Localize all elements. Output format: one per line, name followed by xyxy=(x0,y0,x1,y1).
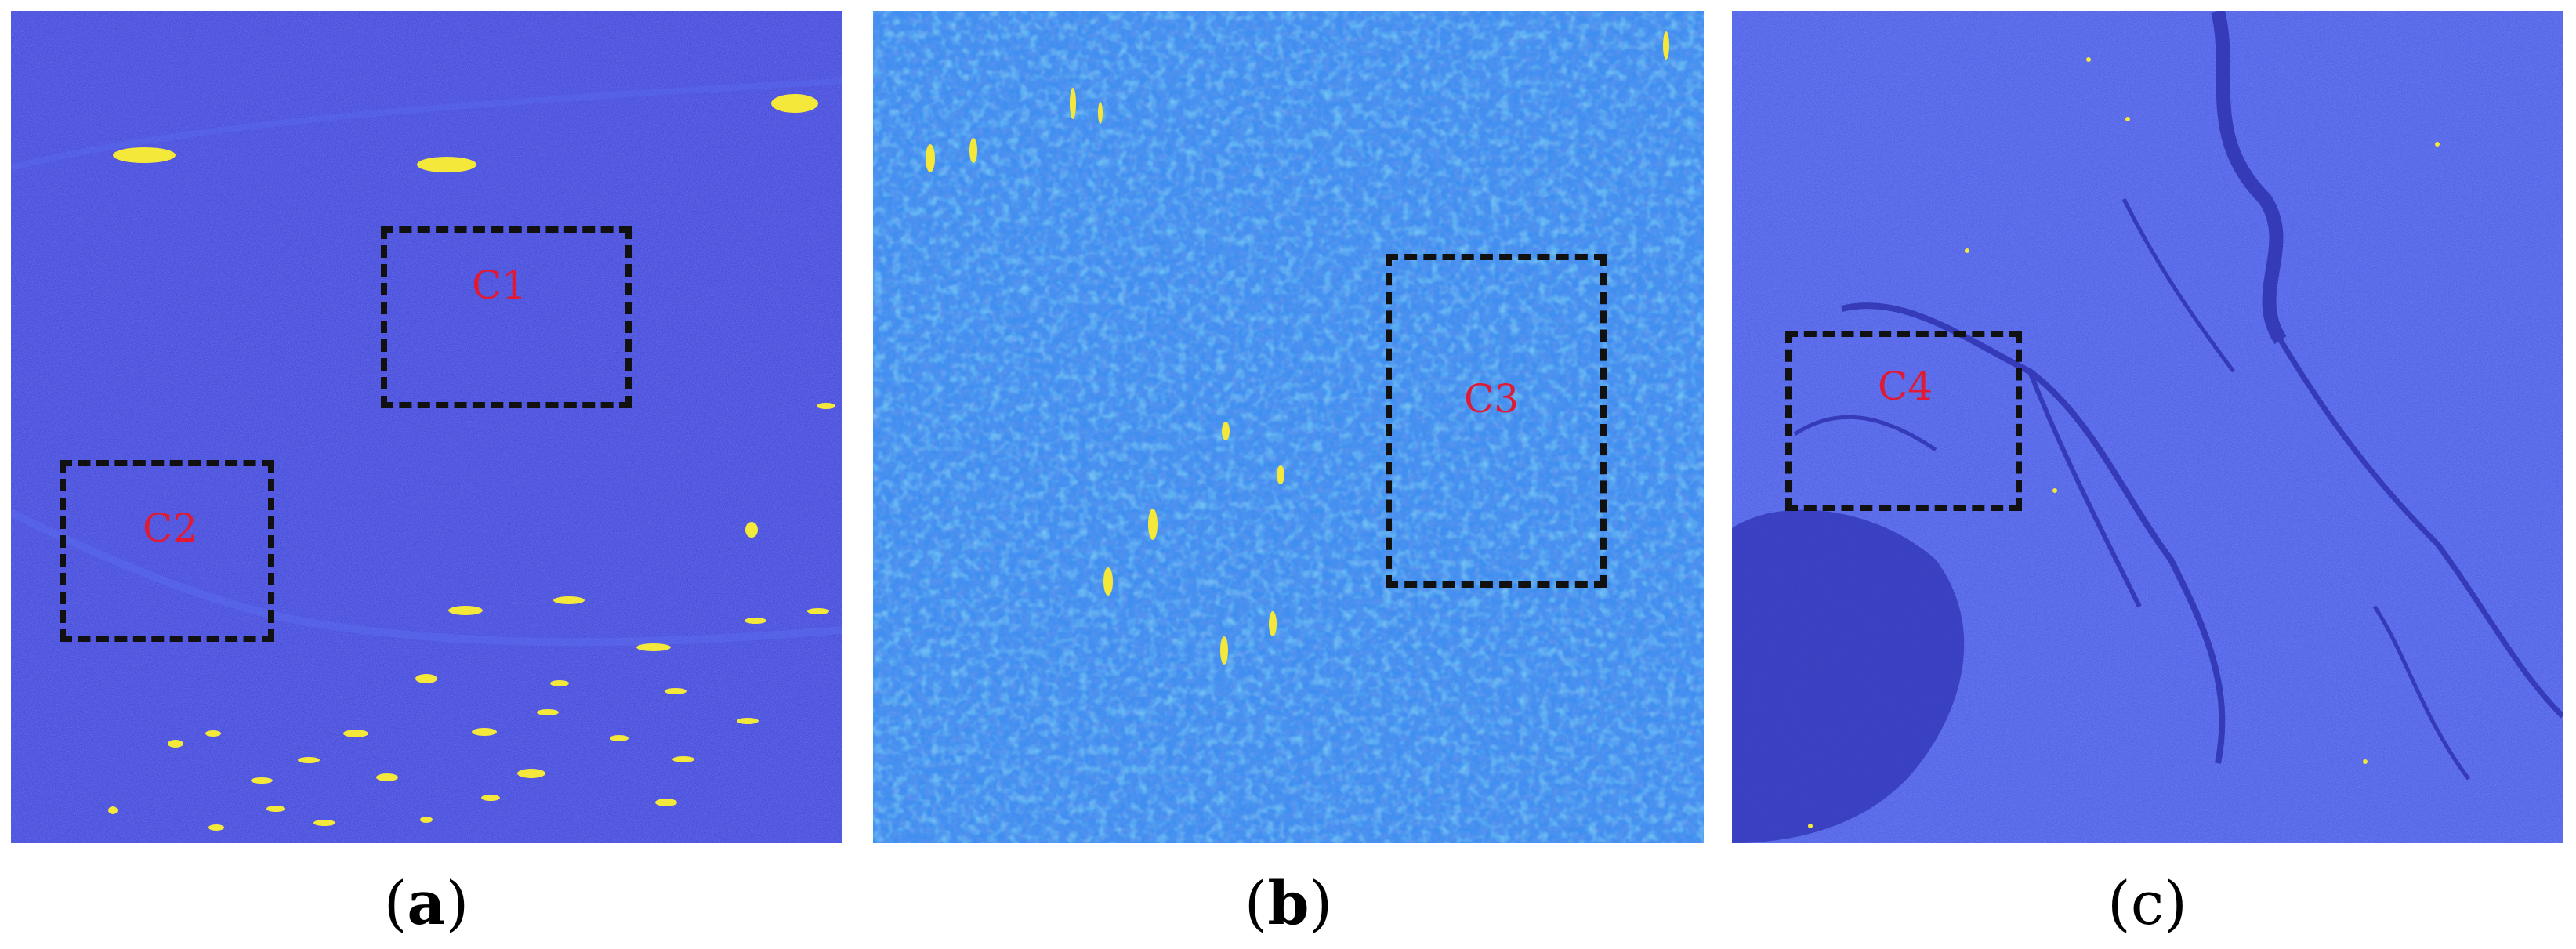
sar-image-c-render xyxy=(1732,11,2563,843)
ship-target xyxy=(266,806,285,812)
ship-target xyxy=(415,674,437,683)
ship-target xyxy=(420,817,433,823)
caption-a-open: ( xyxy=(383,868,408,938)
ship-targets-b xyxy=(926,31,1669,665)
dark-channels xyxy=(1793,11,2563,781)
caption-b-letter: b xyxy=(1267,868,1310,938)
ship-target xyxy=(553,596,585,604)
ship-target xyxy=(2363,759,2368,764)
ship-target xyxy=(472,728,497,736)
ship-target xyxy=(665,688,687,694)
ship-target xyxy=(417,157,476,172)
ship-target xyxy=(2086,57,2091,62)
roi-box-c2: C2 xyxy=(60,460,274,642)
ship-target xyxy=(1103,567,1113,596)
ship-targets-a xyxy=(108,94,835,831)
caption-c: (c) xyxy=(2069,868,2226,939)
ship-target xyxy=(771,94,818,113)
ship-target xyxy=(1808,824,1813,828)
ship-target xyxy=(672,756,694,762)
sar-image-b-render xyxy=(873,11,1704,843)
roi-label-c3: C3 xyxy=(1464,376,1520,422)
ship-target xyxy=(745,618,766,624)
ship-target xyxy=(1222,422,1230,440)
roi-label-c1: C1 xyxy=(472,263,527,308)
ship-target xyxy=(1148,509,1158,540)
ship-target xyxy=(251,777,273,784)
ship-target xyxy=(737,718,759,724)
ship-target xyxy=(745,522,758,538)
ship-target xyxy=(1663,31,1669,60)
ship-target xyxy=(817,403,835,409)
caption-b-close: ) xyxy=(1309,868,1333,938)
ship-target xyxy=(969,138,977,163)
ship-target xyxy=(108,806,118,814)
ship-targets-c xyxy=(1808,57,2440,828)
sar-image-panel-c: C4 xyxy=(1732,11,2563,843)
ship-target xyxy=(517,769,545,778)
ship-target xyxy=(537,709,559,715)
caption-b-open: ( xyxy=(1244,868,1268,938)
ship-target xyxy=(1269,611,1277,636)
ship-target xyxy=(113,147,176,163)
roi-box-c3: C3 xyxy=(1386,254,1607,588)
ship-target xyxy=(550,680,569,686)
ship-target xyxy=(298,757,320,763)
ship-target xyxy=(481,795,500,801)
ship-target xyxy=(1070,88,1076,119)
ship-target xyxy=(313,820,335,826)
roi-box-c1: C1 xyxy=(381,226,632,408)
ship-target xyxy=(205,730,221,737)
sar-image-panel-b: C3 xyxy=(873,11,1704,843)
caption-a: (a) xyxy=(348,868,505,939)
ship-target xyxy=(448,606,483,615)
ship-target xyxy=(807,608,829,614)
caption-a-close: ) xyxy=(445,868,469,938)
roi-label-c2: C2 xyxy=(143,505,198,551)
ship-target xyxy=(1220,636,1228,665)
caption-c-open: ( xyxy=(2107,868,2131,938)
ship-target xyxy=(2435,142,2440,147)
caption-c-letter: c xyxy=(2130,868,2165,938)
sar-image-panel-a: C1 C2 xyxy=(11,11,842,843)
sar-image-a-render xyxy=(11,11,842,843)
ship-target xyxy=(208,824,224,831)
ship-target xyxy=(1965,248,1969,253)
caption-b: (b) xyxy=(1210,868,1367,939)
ship-target xyxy=(1277,465,1284,484)
ship-target xyxy=(343,730,368,737)
caption-a-letter: a xyxy=(407,868,446,938)
ship-target xyxy=(1098,102,1103,124)
caption-c-close: ) xyxy=(2164,868,2187,938)
roi-box-c4: C4 xyxy=(1785,331,2022,511)
ship-target xyxy=(926,144,935,172)
ship-target xyxy=(655,799,677,806)
roi-label-c4: C4 xyxy=(1878,364,1933,409)
ship-target xyxy=(376,773,398,781)
ship-target xyxy=(610,735,629,741)
ship-target xyxy=(2125,117,2130,121)
ship-target xyxy=(636,643,671,651)
ship-target xyxy=(2052,488,2057,493)
ship-target xyxy=(168,740,183,748)
